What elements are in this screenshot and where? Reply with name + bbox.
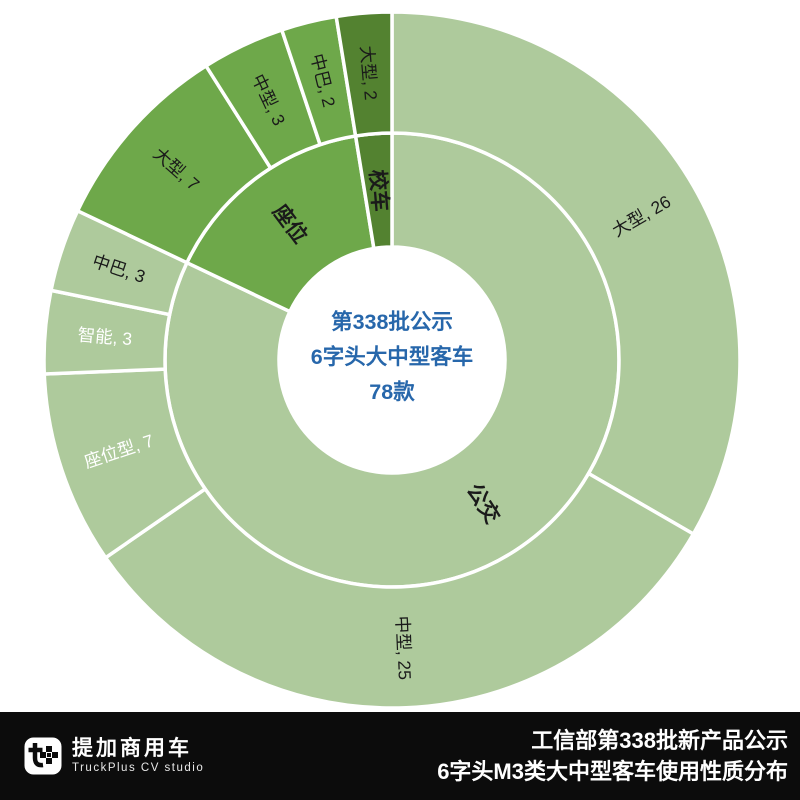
footer-title-line1: 工信部第338批新产品公示 (531, 728, 788, 753)
outer-segment-中型, 25 (103, 471, 696, 710)
outer-label-智能, 3: 智能, 3 (77, 325, 133, 349)
logo-subtitle: TruckPlus CV studio (72, 761, 205, 774)
center-text-line-1: 第338批公示 (331, 309, 453, 334)
footer-title-line2: 6字头M3类大中型客车使用性质分布 (437, 759, 788, 784)
outer-segment-大型, 26 (390, 10, 742, 536)
truckplus-logo: 提加商用车 TruckPlus CV studio (24, 737, 204, 776)
center-text-line-3: 78款 (369, 379, 415, 404)
footer-title: 工信部第338批新产品公示 6字头M3类大中型客车使用性质分布 (437, 725, 788, 787)
truckplus-logo-icon (24, 737, 62, 775)
outer-segment-大型, 2 (334, 10, 394, 138)
outer-label-中型, 25: 中型, 25 (392, 615, 415, 680)
footer-banner: 提加商用车 TruckPlus CV studio 工信部第338批新产品公示 … (0, 712, 800, 800)
logo-title: 提加商用车 (72, 736, 192, 760)
logo-text: 提加商用车 TruckPlus CV studio (72, 737, 204, 776)
outer-label-大型, 2: 大型, 2 (357, 45, 381, 101)
center-text-line-2: 6字头大中型客车 (311, 344, 473, 369)
inner-label-校车: 校车 (365, 169, 392, 213)
